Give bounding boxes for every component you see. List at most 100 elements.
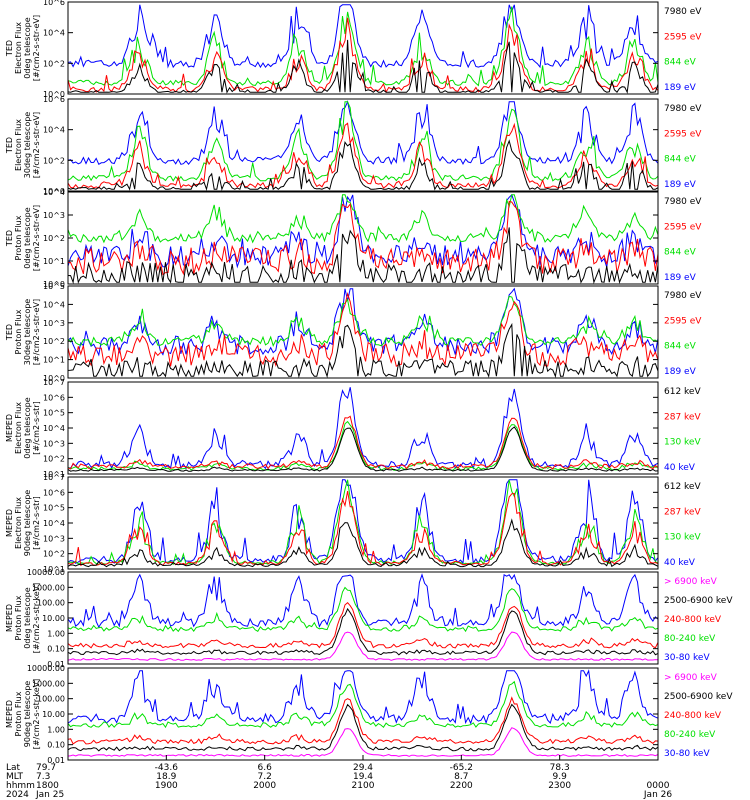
- panel-5-ytick-label: 10^3: [43, 439, 65, 448]
- panel-7-ytick-label: 0.01: [47, 660, 65, 669]
- panel-4-series-2: [67, 295, 659, 347]
- panel-2-ylabel-line: 30deg telescope: [23, 112, 32, 179]
- panel-2-legend-entry: 844 eV: [664, 155, 697, 165]
- panel-8-ylabel-line: 90deg telescope: [23, 681, 32, 748]
- xaxis-hhmm-label: 1900: [155, 781, 178, 791]
- panel-2-ytick-label: 10^6: [43, 95, 65, 104]
- panel-4-ytick-label: 10^3: [43, 319, 65, 328]
- xaxis-hhmm-label: 2300: [548, 781, 571, 791]
- panel-7-ytick-label: 1000.00: [32, 583, 65, 592]
- xaxis-row-label: MLT: [6, 772, 24, 782]
- panel-5-series-4: [67, 426, 659, 472]
- xaxis-row-label: 2024: [6, 790, 29, 800]
- panel-6-ytick-label: 10^4: [43, 519, 65, 528]
- panel-6-ytick-label: 10^6: [43, 488, 65, 497]
- panel-2-legend-entry: 2595 eV: [664, 129, 702, 139]
- panel-7-legend-entry: 2500-6900 keV: [664, 596, 733, 606]
- panel-5-ylabel-line: Electron Flux: [14, 402, 23, 454]
- panel-1-ytick-label: 10^6: [43, 0, 65, 7]
- panel-8-series-2: [67, 680, 659, 729]
- panel-3-ylabel-line: [#/cm2-s-str-eV]: [32, 205, 41, 271]
- panel-6-ylabel-line: MEPED: [5, 509, 14, 537]
- xaxis-lat-label: -65.2: [450, 763, 473, 773]
- panel-3-ytick-label: 10^2: [43, 234, 65, 243]
- panel-8-ytick-label: 100.00: [37, 695, 65, 704]
- panel-4-ytick-label: 10^1: [43, 356, 65, 365]
- panel-1-legend-entry: 844 eV: [664, 58, 697, 68]
- xaxis-lat-label: 6.6: [258, 763, 273, 773]
- panel-7-ytick-label: 0.10: [47, 645, 65, 654]
- panel-7-series-5: [67, 631, 659, 661]
- panel-8-ylabel-line: [#/cm2-s-str-keV]: [32, 679, 41, 750]
- xaxis-hhmm-label: 0000: [647, 781, 670, 791]
- panel-8-legend-entry: 240-800 keV: [664, 711, 722, 721]
- panel-6-ytick-label: 10^2: [43, 550, 65, 559]
- panel-5-legend-entry: 612 keV: [664, 387, 701, 397]
- panel-6-legend-entry: 40 keV: [664, 558, 696, 568]
- panel-3-ytick-label: 10^1: [43, 257, 65, 266]
- panel-1-legend-entry: 2595 eV: [664, 32, 702, 42]
- panel-3-ylabel-line: Proton Flux: [14, 215, 23, 260]
- panel-8-legend-entry: 30-80 keV: [664, 749, 710, 759]
- panel-4-ytick-label: 10^2: [43, 337, 65, 346]
- panel-6-ytick-label: 10^7: [43, 473, 65, 482]
- panel-5-ytick-label: 10^4: [43, 424, 65, 433]
- panel-5-series-2: [67, 420, 659, 471]
- panel-4-ylabel-line: Proton Flux: [14, 309, 23, 354]
- panel-1-ytick-label: 10^4: [43, 29, 65, 38]
- xaxis-hhmm-label: 1800: [36, 781, 59, 791]
- panel-4-ytick-label: 10^4: [43, 300, 65, 309]
- panel-1-series-2: [67, 6, 659, 87]
- panel-7-ytick-label: 10000.00: [27, 568, 65, 577]
- panel-4-frame: [67, 285, 659, 379]
- panel-1-ytick-label: 10^2: [43, 59, 65, 68]
- xaxis-row-label: hhmm: [6, 781, 35, 791]
- panel-2-ytick-label: 10^2: [43, 156, 65, 165]
- panel-2-ylabel-line: Electron Flux: [14, 119, 23, 171]
- panel-5-series-3: [67, 415, 659, 470]
- panel-3-series-4: [67, 227, 659, 285]
- panel-2-legend-entry: 189 eV: [664, 180, 697, 190]
- panel-3-legend-entry: 844 eV: [664, 248, 697, 258]
- panel-8-ytick-label: 0.10: [47, 741, 65, 750]
- xaxis-lat-label: -43.6: [155, 763, 179, 773]
- panel-5-ylabel-line: [#/cm2-s-str]: [32, 401, 41, 454]
- panel-6-legend-entry: 612 keV: [664, 482, 701, 492]
- panel-8-ytick-label: 0.01: [47, 756, 65, 765]
- panel-7-ylabel-line: [#/cm2-s-str-keV]: [32, 583, 41, 654]
- panel-1-series-3: [67, 17, 659, 94]
- panel-1-series-1: [67, 4, 659, 69]
- panel-4-ylabel-line: [#/cm2-s-str-eV]: [32, 299, 41, 365]
- panel-3-legend-entry: 2595 eV: [664, 222, 702, 232]
- panel-3-series-2: [67, 194, 659, 244]
- xaxis-mlt-label: 7.2: [258, 772, 272, 782]
- panel-4-ytick-label: 10^0: [43, 374, 65, 383]
- panel-8-ytick-label: 10.00: [42, 710, 65, 719]
- xaxis-row-label: Lat: [6, 763, 21, 773]
- panel-7-series-2: [67, 586, 659, 633]
- panel-8-legend-entry: 2500-6900 keV: [664, 692, 733, 702]
- panel-5-ytick-label: 10^5: [43, 409, 65, 418]
- panel-8-ytick-label: 1.00: [47, 725, 65, 734]
- panel-4-ytick-label: 10^5: [43, 282, 65, 291]
- panel-8-ytick-label: 10000.00: [27, 664, 65, 673]
- panel-2-frame: [67, 98, 659, 192]
- xaxis-hhmm-label: 2100: [352, 781, 375, 791]
- panel-3-ytick-label: 10^4: [43, 188, 65, 197]
- panel-5-ytick-label: 10^2: [43, 455, 65, 464]
- xaxis-date-label: Jan 25: [35, 790, 64, 800]
- panel-7-ylabel-line: MEPED: [5, 604, 14, 632]
- panel-2-ytick-label: 10^0: [43, 187, 65, 196]
- panel-3-ytick-label: 10^3: [43, 211, 65, 220]
- panel-3-ylabel-line: 0deg telescope: [23, 207, 32, 268]
- xaxis-mlt-label: 8.7: [454, 772, 468, 782]
- panel-1-ylabel-line: 0deg telescope: [23, 17, 32, 78]
- panel-2-ytick-label: 10^4: [43, 126, 65, 135]
- panel-2-series-4: [67, 139, 659, 192]
- panel-4-ylabel-line: 30deg telescope: [23, 299, 32, 366]
- panel-2-series-1: [67, 100, 659, 166]
- panel-6-series-1: [67, 479, 659, 565]
- panel-1-ylabel-line: [#/cm2-s-str-eV]: [32, 15, 41, 81]
- panel-5-legend-entry: 40 keV: [664, 463, 696, 473]
